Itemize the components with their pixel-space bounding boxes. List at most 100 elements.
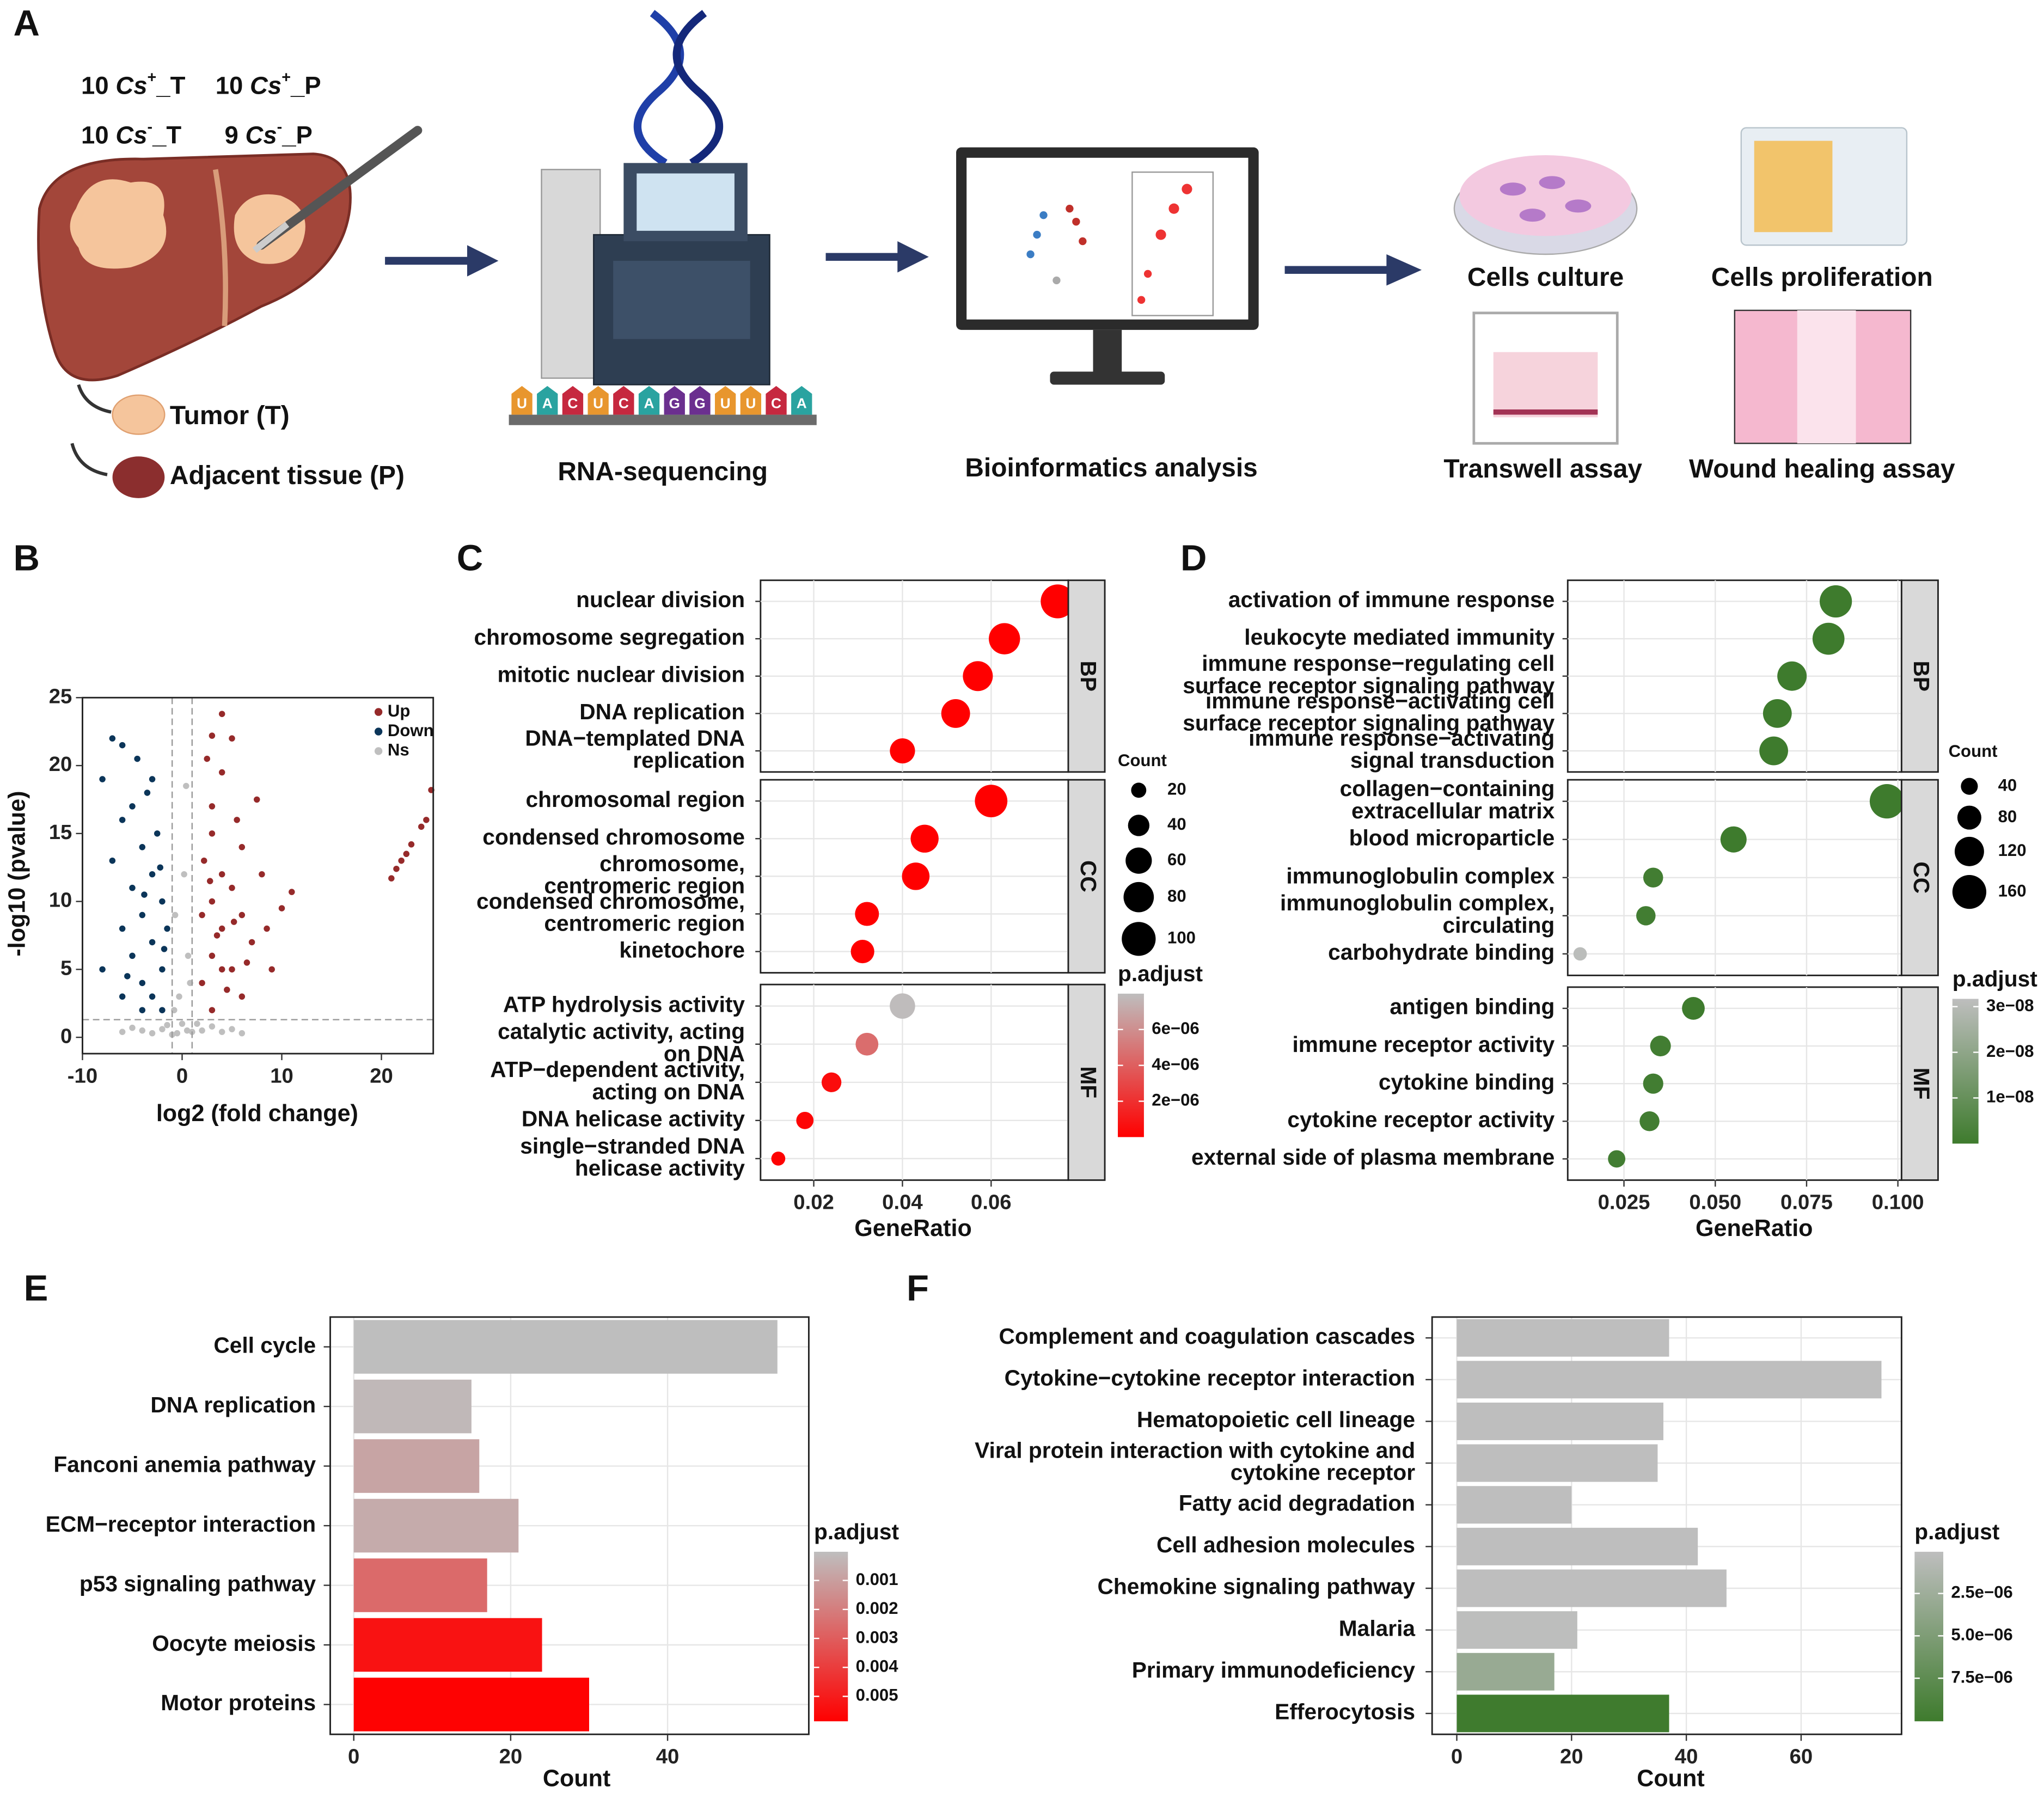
point [278,905,285,911]
dot [850,940,874,964]
colorbar-label: 2e−08 [1986,1042,2034,1061]
term-label: cytokine receptor activity [1287,1107,1555,1132]
plot-frame [82,696,434,1055]
legend-label: Ns [388,741,409,760]
dot [1639,1111,1660,1131]
point [238,1030,246,1037]
facet-label: MF [1076,1066,1101,1098]
category-label: Complement and coagulation cascades [999,1324,1416,1349]
term-label: activation of immune response [1228,587,1555,612]
x-tick-label: 10 [270,1064,293,1087]
facet-label: CC [1909,861,1934,894]
rna-letter: C [771,395,781,411]
bar [1456,1569,1727,1607]
rna-tag [638,385,660,415]
facet-strip [1067,983,1106,1181]
sample-sign: - [277,118,283,136]
term-label: chromosomal region [525,787,745,812]
bar [353,1320,778,1374]
point [149,871,156,878]
sequencer-illustration [541,10,770,385]
point [164,1021,170,1029]
point [183,1027,191,1034]
point [164,925,170,932]
sample-label: 10 Cs+_T [81,69,186,99]
term-label: immunoglobulin complex [1286,864,1555,889]
x-tick-label: 0.050 [1689,1191,1741,1214]
x-axis-title: GeneRatio [1696,1215,1813,1241]
point [174,1030,181,1037]
point [157,864,163,871]
sample-label: 10 Cs+_P [216,69,321,99]
facet-label: BP [1076,660,1101,692]
point [209,803,216,810]
dot [1777,661,1807,691]
facet-strip [1900,779,1939,976]
x-axis-title: Count [543,1765,610,1791]
point [154,830,161,837]
point [199,980,205,987]
point [388,875,395,882]
colorbar-label: 0.005 [856,1686,898,1705]
term-label: external side of plasma membrane [1191,1145,1555,1170]
category-label: Cell cycle [213,1332,316,1357]
point [218,966,225,973]
assay-label: Cells proliferation [1711,263,1933,292]
point [129,1024,136,1031]
point [201,857,207,864]
category-label: Efferocytosis [1275,1699,1415,1724]
bar [1456,1319,1669,1357]
sample-group: _T [152,121,181,149]
point [99,776,106,782]
rna-tag [588,385,609,415]
bar [1456,1611,1577,1649]
point [238,844,246,850]
legend-label: Down [388,721,434,740]
dot [1643,1073,1663,1094]
dot [1650,1035,1671,1057]
size-label: 160 [1998,881,2027,900]
category-label: Cytokine−cytokine receptor interaction [1005,1366,1415,1391]
point [134,755,140,762]
facet-strip [1067,579,1106,773]
term-label: blood microparticle [1349,825,1555,850]
colorbar [814,1551,848,1722]
term-label: condensed chromosome [482,824,745,849]
sample-group: _P [290,71,321,99]
x-tick-label: 0.04 [882,1191,923,1214]
point [238,911,246,919]
colorbar-label: 0.002 [856,1599,898,1618]
flow-arrows [385,241,1422,286]
point [119,817,126,823]
y-tick-label: 25 [49,684,72,708]
bar [1456,1694,1669,1733]
plot-border [329,1316,810,1735]
x-axis-title: GeneRatio [854,1215,972,1241]
facet-strip [1900,986,1939,1181]
colorbar-label: 0.004 [856,1657,899,1676]
liver-illustration [37,126,423,498]
legend-swatch [374,727,383,736]
dot [1763,699,1792,728]
rna-tag [714,385,736,415]
step-label: Bioinformatics analysis [965,454,1257,482]
dot [1720,826,1747,853]
colorbar-label: 6e−06 [1152,1019,1199,1038]
rna-letter: U [745,395,756,411]
point [209,952,216,959]
rna-strand [509,414,817,425]
point [248,939,255,946]
point [218,871,225,878]
term-label: ATP hydrolysis activity [503,992,745,1017]
rna-letter: U [593,395,603,411]
category-label: Malaria [1339,1615,1416,1641]
point [206,878,213,884]
colorbar-label: 5.0e−06 [1951,1625,2012,1644]
point [418,823,425,830]
point [181,871,187,878]
dot [821,1072,842,1092]
term-label: catalytic activity, acting [498,1019,745,1044]
legend-title: p.adjust [1914,1519,1999,1544]
colorbar-label: 0.001 [856,1570,898,1589]
assay-illustrations [1453,127,1912,445]
